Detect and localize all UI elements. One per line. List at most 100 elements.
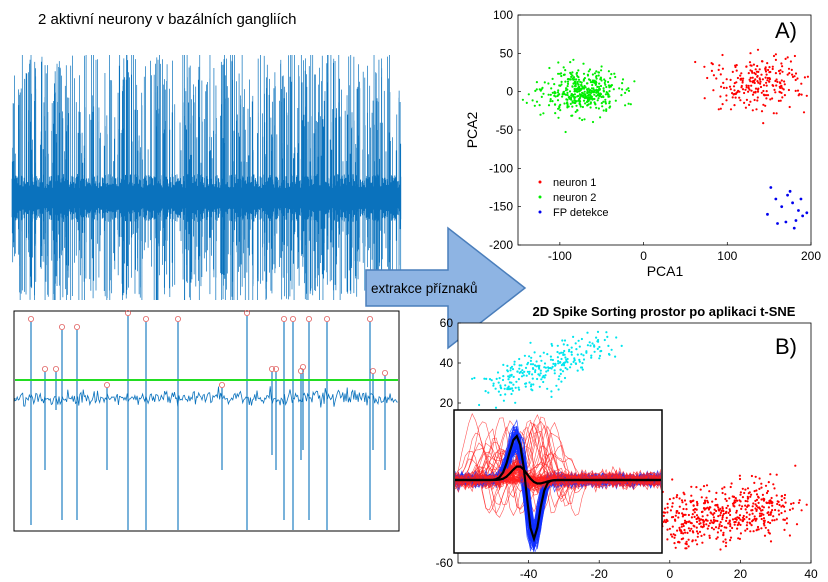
tsne-point [711, 500, 714, 503]
spike-lines [30, 316, 386, 530]
tsne-point [712, 518, 716, 522]
tsne-point [719, 529, 723, 532]
pca-point [605, 109, 608, 112]
pca-points [521, 48, 810, 230]
pca-point [718, 64, 721, 67]
pca-point [620, 94, 623, 97]
pca-point [766, 77, 770, 80]
tsne-point [532, 383, 535, 386]
pca-point [736, 76, 740, 80]
pca-point [572, 78, 575, 81]
tsne-point [755, 498, 759, 501]
tsne-point [546, 387, 549, 390]
pca-point [566, 80, 570, 83]
spike-marker [299, 363, 306, 370]
pca-point [569, 61, 572, 64]
tsne-point [715, 537, 718, 540]
tsne-point [690, 485, 693, 488]
tsne-point [797, 501, 801, 504]
tsne-point [737, 521, 740, 524]
pca-point [582, 72, 586, 75]
pca-point [766, 212, 769, 216]
pca-point [750, 64, 753, 67]
pca-point [712, 89, 715, 92]
tsne-point [747, 497, 750, 500]
tsne-point [717, 527, 720, 530]
pca-point [595, 81, 598, 84]
tsne-point [563, 349, 566, 353]
tsne-point [738, 477, 742, 481]
pca-point [762, 122, 765, 125]
pca-point [559, 103, 562, 106]
tsne-point [748, 491, 751, 494]
tsne-point [516, 370, 519, 373]
tsne-point [720, 524, 723, 528]
pca-point [599, 93, 603, 96]
pca-point [722, 81, 725, 84]
pca-point [765, 81, 768, 84]
pca-point [593, 72, 597, 75]
pca-point [559, 109, 562, 112]
spike-markers [27, 309, 388, 388]
panel-a-label: A) [775, 18, 797, 43]
pca-point [757, 81, 760, 84]
pca-point [571, 100, 574, 104]
pca-point [588, 93, 592, 96]
arrow-label: extrakce příznaků [371, 281, 478, 296]
tsne-point [534, 369, 537, 372]
pca-point [586, 89, 589, 93]
filtered-trace-path [14, 386, 398, 408]
tsne-point [573, 357, 576, 360]
tsne-point [534, 370, 537, 374]
tsne-point [556, 344, 559, 347]
tsne-point [501, 378, 505, 382]
tsne-point [529, 359, 533, 362]
pca-point [629, 103, 632, 106]
tsne-y-tick-label: -60 [436, 556, 454, 570]
tsne-point [719, 507, 722, 510]
tsne-point [508, 376, 511, 379]
pca-point [572, 82, 575, 85]
tsne-point [552, 362, 555, 365]
tsne-point [736, 516, 739, 519]
tsne-point [682, 507, 685, 511]
tsne-point [507, 385, 510, 388]
tsne-point [739, 523, 742, 527]
tsne-point [795, 523, 799, 526]
pca-point [747, 84, 750, 87]
tsne-point [738, 537, 742, 541]
pca-point [621, 78, 625, 81]
tsne-point [521, 372, 524, 375]
tsne-point [782, 518, 785, 521]
pca-point [578, 117, 581, 120]
pca-point [778, 81, 782, 84]
tsne-point [722, 512, 726, 515]
tsne-point [724, 545, 728, 548]
tsne-point [762, 517, 766, 520]
tsne-point [728, 497, 731, 500]
spike-marker [42, 365, 49, 372]
tsne-point [695, 508, 698, 511]
pca-point [583, 77, 587, 80]
pca-point [566, 91, 569, 94]
pca-point [549, 93, 552, 96]
pca-point [602, 109, 605, 112]
pca-point [756, 48, 760, 51]
tsne-point [758, 487, 761, 490]
pca-point [771, 65, 774, 68]
tsne-point [520, 364, 523, 367]
tsne-point [562, 353, 565, 356]
pca-point [588, 89, 591, 92]
tsne-point [719, 514, 722, 517]
tsne-point [556, 350, 559, 354]
tsne-point [538, 385, 541, 388]
tsne-point [728, 508, 731, 511]
tsne-point [735, 518, 738, 521]
pca-point [774, 72, 778, 75]
pca-point [580, 83, 583, 86]
tsne-point [523, 354, 527, 357]
tsne-point [719, 521, 722, 524]
tsne-point [528, 355, 531, 358]
tsne-point [574, 362, 577, 365]
tsne-point [530, 383, 533, 386]
